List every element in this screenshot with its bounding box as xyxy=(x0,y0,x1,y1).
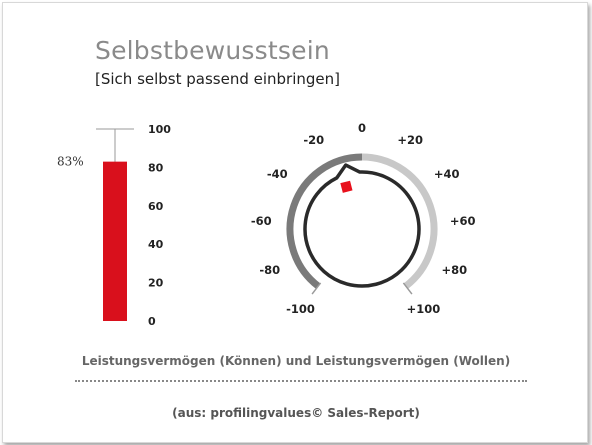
source-note: (aus: profilingvalues© Sales-Report) xyxy=(172,406,420,420)
gauge-end-tick xyxy=(402,282,413,295)
chart-caption: Leistungsvermögen (Können) und Leistungs… xyxy=(81,354,511,368)
gauge-chart: -100 -80 -60 -40 -20 0 +20 +40 +60 +80 +100 xyxy=(251,121,476,316)
bar-tick-label: 0 xyxy=(148,315,156,328)
page-title: Selbstbewusstsein xyxy=(95,36,330,65)
gauge-tick-label: +60 xyxy=(450,214,476,228)
bar-value-label: 83% xyxy=(57,155,84,169)
bar-tick-label: 20 xyxy=(148,277,164,290)
bar-tick-label: 100 xyxy=(148,123,171,136)
gauge-end-tick xyxy=(311,282,322,295)
dotted-divider xyxy=(75,380,527,382)
gauge-tick-label: +80 xyxy=(441,263,467,277)
gauge-arc-negative xyxy=(286,153,363,289)
gauge-tick-label: +40 xyxy=(434,167,460,181)
bar-tick-label: 80 xyxy=(148,161,164,174)
gauge-tick-label: -60 xyxy=(251,214,272,228)
gauge-tick-label: +20 xyxy=(397,133,423,147)
gauge-tick-label: +100 xyxy=(407,302,441,316)
bar-chart: 0 20 40 60 80 100 83% xyxy=(57,123,171,328)
gauge-tick-label: -80 xyxy=(259,263,280,277)
bar-tick-label: 60 xyxy=(148,200,164,213)
bar-tick-label: 40 xyxy=(148,238,164,251)
gauge-knob xyxy=(303,163,421,288)
gauge-tick-label: 0 xyxy=(358,121,366,135)
gauge-value-marker xyxy=(340,180,353,193)
page-subtitle: [Sich selbst passend einbringen] xyxy=(95,70,341,88)
gauge-tick-label: -100 xyxy=(286,302,315,316)
bar-value xyxy=(103,161,127,321)
gauge-arc-positive xyxy=(361,153,438,289)
gauge-tick-label: -20 xyxy=(303,133,324,147)
gauge-tick-label: -40 xyxy=(267,167,288,181)
